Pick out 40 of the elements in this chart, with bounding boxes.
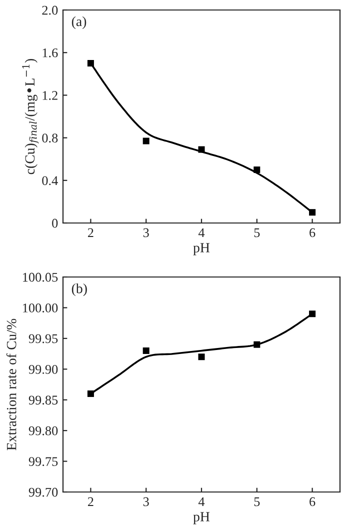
- x-tick-label: 4: [198, 228, 205, 238]
- point: [254, 166, 260, 174]
- y-tick-label: 100.00: [23, 304, 58, 312]
- point: [142, 347, 150, 354]
- y-tick-label: 1.6: [42, 48, 58, 58]
- point: [198, 354, 205, 360]
- x-tick-label: 6: [310, 228, 316, 238]
- point: [87, 390, 94, 397]
- y-tick-label: 99.75: [28, 457, 58, 466]
- x-tick-label: 3: [143, 497, 149, 506]
- y-tick-label: 0: [52, 218, 58, 228]
- y-tick-label: 0.4: [42, 176, 58, 186]
- annotation: (a): [72, 16, 86, 29]
- y-tick-label: 2.0: [42, 6, 58, 15]
- x-tick-label: 2: [88, 228, 94, 238]
- point: [254, 341, 260, 348]
- y-tick-label: 0.8: [42, 134, 58, 143]
- y-tick-label: 99.70: [28, 488, 58, 497]
- x-tick-label: 3: [143, 228, 149, 238]
- y-tick-label: 100.05: [23, 272, 58, 282]
- y-tick-label: 99.90: [28, 364, 58, 374]
- y-tick-label: 1.2: [42, 91, 58, 100]
- point: [309, 310, 316, 318]
- y-axis-title: c(Cu)$_{final}$/(mg•L$^{−1}$): [22, 58, 39, 174]
- annotation: (b): [72, 283, 87, 296]
- point: [198, 146, 205, 153]
- x-axis-title: pH: [193, 243, 210, 256]
- x-tick-label: 2: [88, 497, 94, 506]
- x-tick-label: 5: [254, 228, 260, 238]
- point: [309, 209, 316, 216]
- y-axis-title: Extraction rate of Cu/%: [6, 318, 16, 450]
- y-tick-label: 99.80: [28, 426, 58, 436]
- x-tick-label: 4: [198, 497, 205, 506]
- point: [142, 138, 150, 144]
- x-tick-label: 5: [254, 497, 260, 506]
- x-tick-label: 6: [310, 497, 316, 506]
- point: [87, 60, 94, 67]
- y-tick-label: 99.95: [28, 334, 58, 344]
- x-axis-title: pH: [193, 512, 210, 524]
- y-tick-label: 99.85: [28, 396, 58, 405]
